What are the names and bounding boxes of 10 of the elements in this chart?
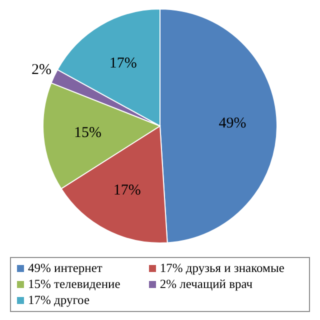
- legend-label: 49% интернет: [28, 261, 102, 276]
- legend-label: 15% телевидение: [28, 277, 120, 292]
- data-label: 2%: [31, 62, 52, 78]
- legend-label: 17% друзья и знакомые: [160, 261, 284, 276]
- data-label: 17%: [113, 182, 141, 199]
- data-label: 17%: [109, 56, 137, 72]
- data-label: 15%: [74, 124, 102, 141]
- legend-label: 17% другое: [28, 293, 90, 308]
- data-label: 49%: [218, 116, 246, 132]
- legend-label: 2% лечащий врач: [160, 277, 253, 292]
